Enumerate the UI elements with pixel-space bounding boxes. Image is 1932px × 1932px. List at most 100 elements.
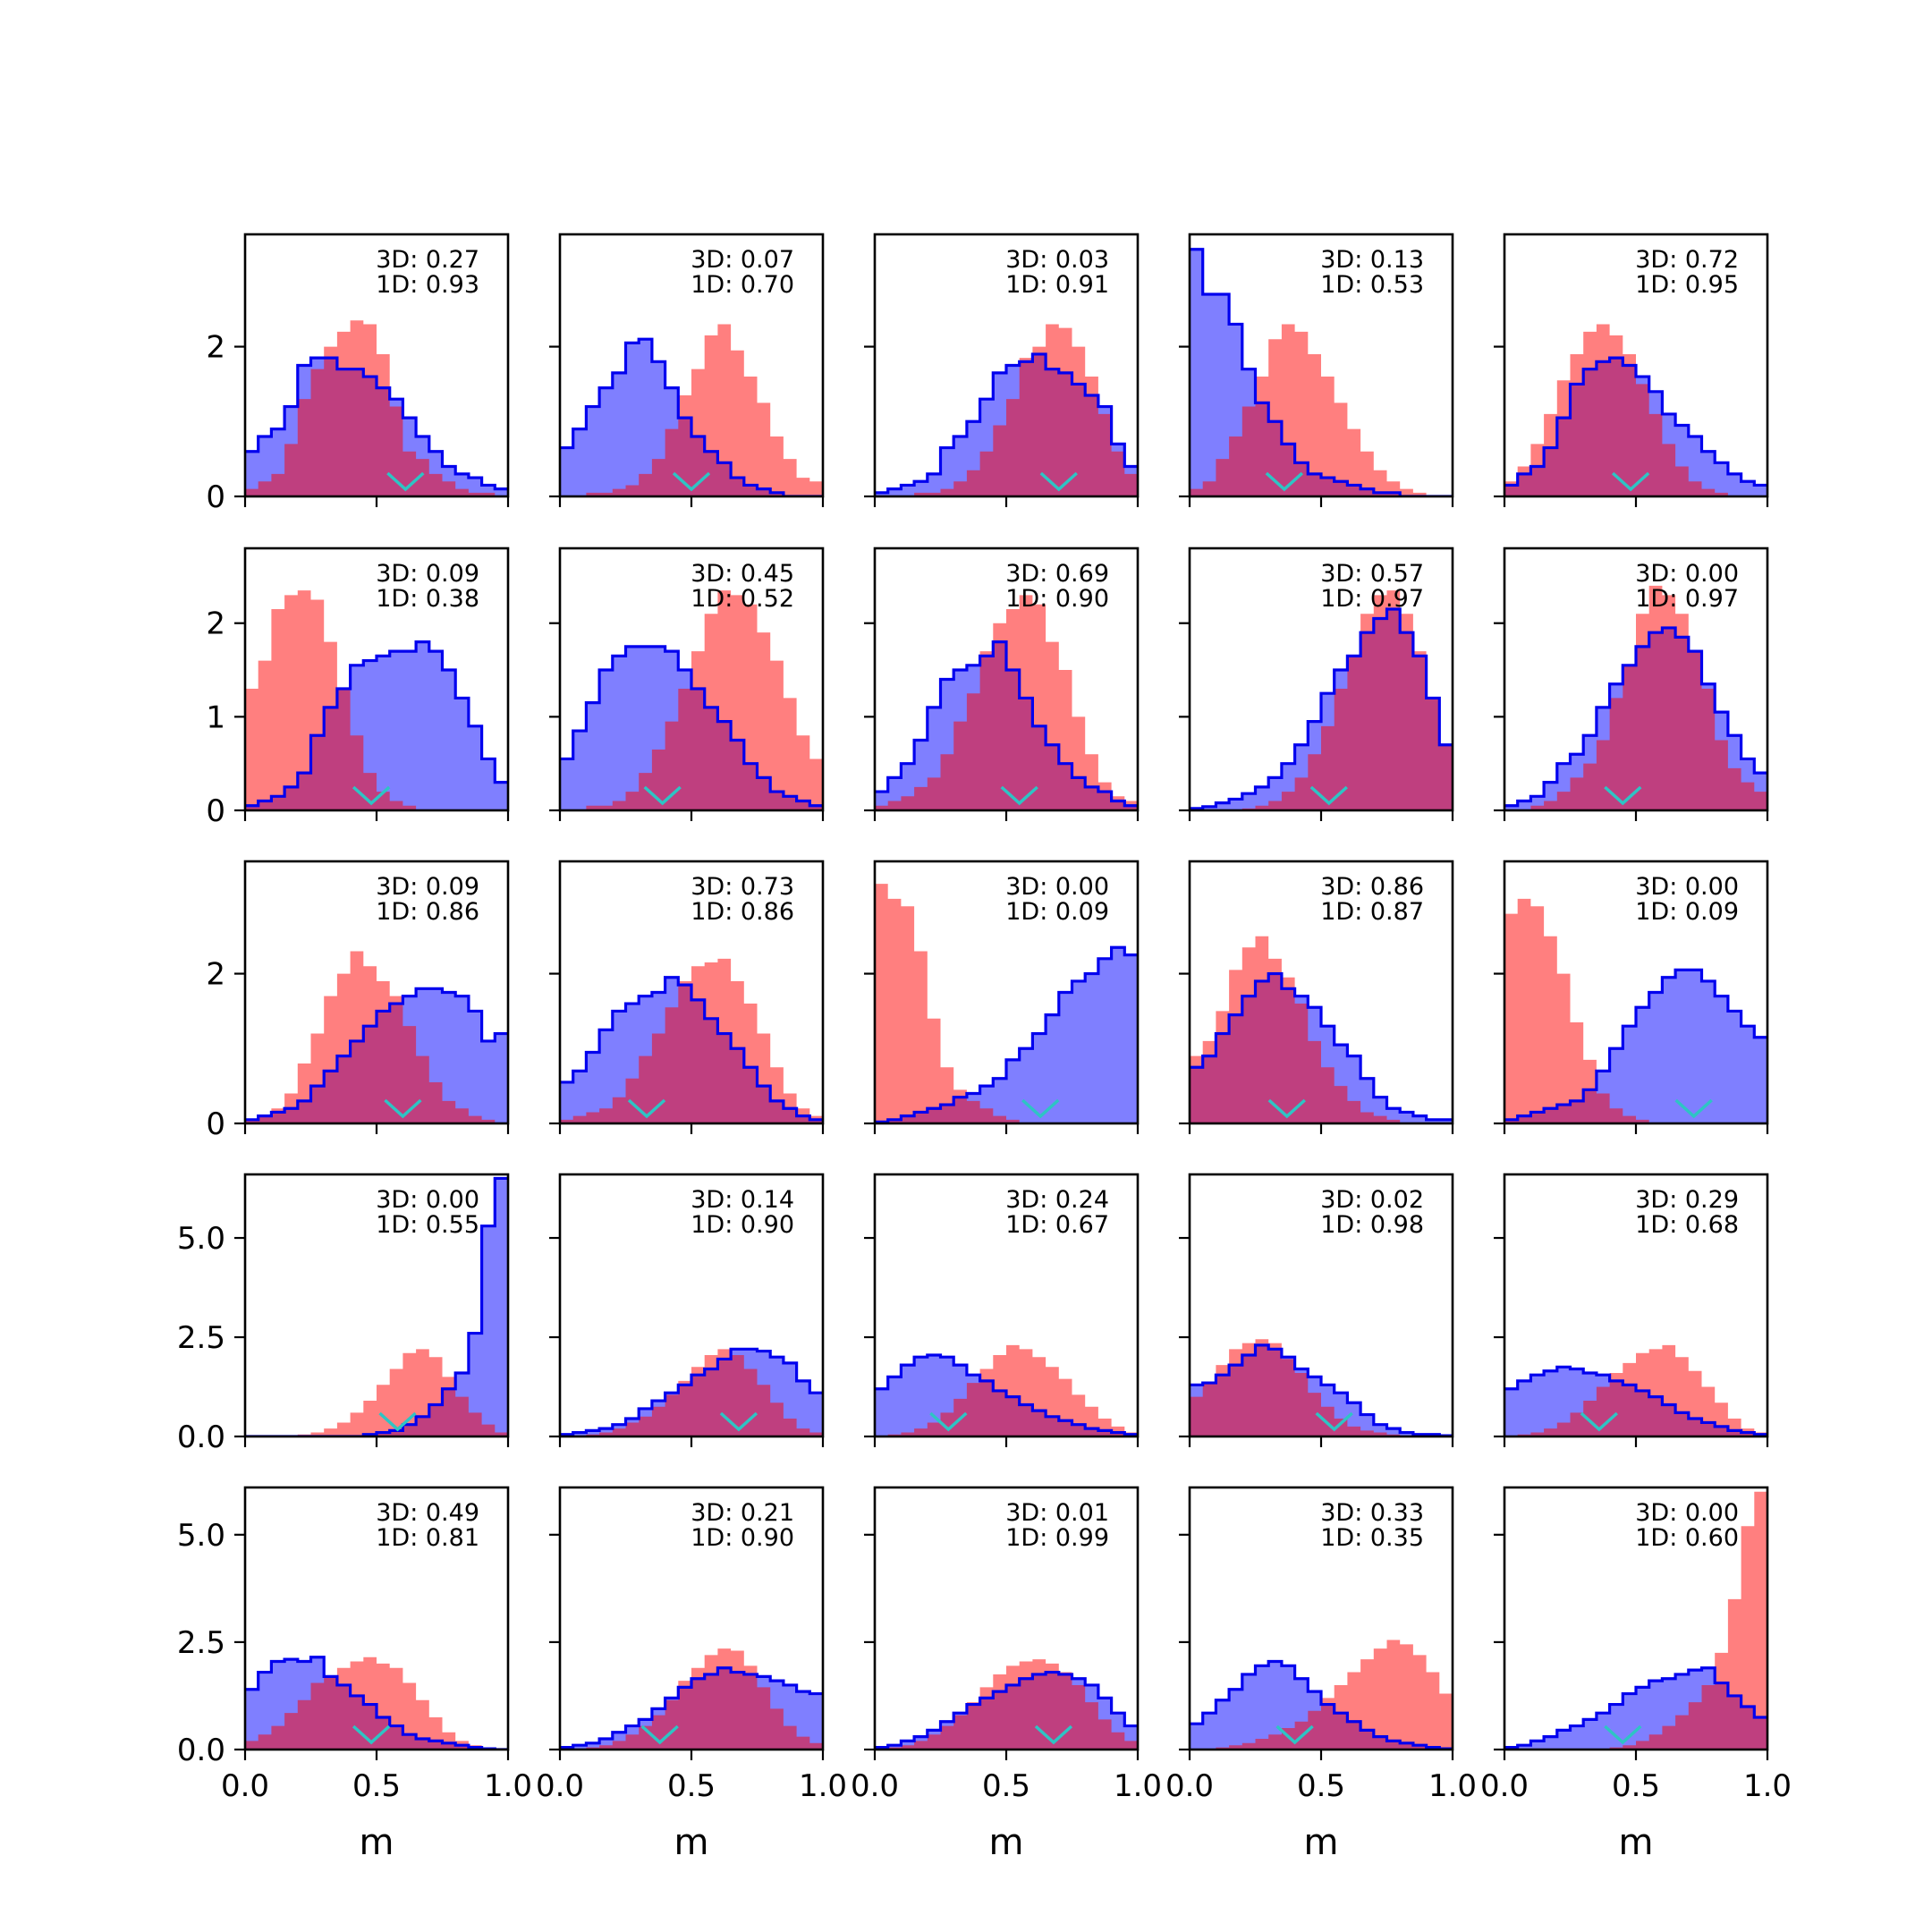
panel-plot [875,884,1138,1123]
panel-plot [560,590,823,810]
blue-histogram-outline [1504,968,1767,1122]
annotation-3d: 3D: 0.00 [1635,560,1739,588]
panel-plot [1190,248,1453,496]
annotation-3d: 3D: 0.13 [1320,246,1424,274]
annotation-1d: 1D: 0.90 [1005,585,1109,613]
red-histogram-fill [560,590,823,810]
x-axis-label: m [1619,1822,1654,1863]
blue-histogram-outline [875,352,1138,495]
annotation-1d: 1D: 0.67 [1005,1211,1109,1239]
estimate-marker [719,1411,758,1432]
red-histogram-fill [1190,324,1453,496]
annotation-3d: 3D: 0.14 [691,1186,794,1214]
x-tick-label: 0.5 [1297,1768,1345,1804]
annotation-1d: 1D: 0.52 [691,585,794,613]
panel-plot [1190,936,1453,1123]
annotation-3d: 3D: 0.07 [691,246,794,274]
panel-plot [875,1344,1138,1436]
x-tick-label: 0.0 [851,1768,899,1804]
blue-histogram-outline [875,1670,1138,1750]
estimate-marker [1604,1724,1642,1745]
blue-histogram-outline [560,645,823,808]
panel-plot [1190,1339,1453,1436]
red-histogram-fill [1504,898,1767,1123]
estimate-marker [1039,471,1078,492]
y-tick-label: 2.5 [177,1320,225,1356]
y-tick-label: 2 [206,330,225,366]
estimate-marker [1604,785,1642,806]
estimate-marker [929,1411,968,1432]
annotation-3d: 3D: 0.09 [376,560,479,588]
red-histogram-fill [875,884,1138,1123]
panel-plot [875,595,1138,810]
estimate-marker [352,785,391,806]
blue-histogram-outline [1190,971,1453,1122]
estimate-marker [1000,785,1038,806]
annotation-3d: 3D: 0.02 [1320,1186,1424,1214]
x-tick-label: 1.0 [1114,1768,1162,1804]
y-tick-label: 0 [206,1106,225,1142]
red-histogram-fill [245,951,508,1123]
red-histogram-fill [560,324,823,496]
estimate-marker [1674,1098,1713,1119]
red-histogram-fill [875,324,1138,496]
panel-plot [875,1659,1138,1750]
panel-plot [1190,590,1453,810]
estimate-marker [384,1098,422,1119]
annotation-1d: 1D: 0.91 [1005,271,1109,299]
x-tick-label: 0.5 [667,1768,716,1804]
x-tick-label: 1.0 [1743,1768,1792,1804]
blue-histogram-outline [1190,1343,1453,1436]
annotation-3d: 3D: 0.00 [1005,873,1109,901]
annotation-3d: 3D: 0.00 [1635,873,1739,901]
red-histogram-fill [875,595,1138,810]
annotation-3d: 3D: 0.01 [1005,1499,1109,1527]
y-tick-label: 1 [206,699,225,735]
y-tick-label: 5.0 [177,1518,225,1554]
red-histogram-fill [1190,590,1453,810]
estimate-marker [1021,1098,1060,1119]
annotation-1d: 1D: 0.68 [1635,1211,1739,1239]
panel-plot [245,1656,508,1750]
panel-plot [1504,585,1767,810]
blue-histogram-outline [1504,356,1767,487]
annotation-1d: 1D: 0.35 [1320,1524,1424,1552]
panel-plot [245,320,508,496]
blue-histogram-outline [1504,1666,1767,1750]
x-axis-label: m [989,1822,1024,1863]
annotation-3d: 3D: 0.09 [376,873,479,901]
panel-plot [560,958,823,1123]
x-tick-label: 1.0 [799,1768,847,1804]
panel-plot [1504,1491,1767,1750]
red-histogram-fill [1504,1491,1767,1750]
panel-plot [1504,1344,1767,1436]
blue-histogram-outline [875,945,1138,1123]
annotation-1d: 1D: 0.09 [1635,898,1739,926]
estimate-marker [386,471,425,492]
annotation-3d: 3D: 0.24 [1005,1186,1109,1214]
blue-histogram-outline [560,1347,823,1436]
annotation-3d: 3D: 0.00 [1635,1499,1739,1527]
annotation-1d: 1D: 0.97 [1635,585,1739,613]
panel-plot [245,1176,508,1436]
estimate-marker [378,1411,417,1432]
estimate-marker [1309,785,1348,806]
annotation-1d: 1D: 0.55 [376,1211,479,1239]
annotation-1d: 1D: 0.99 [1005,1524,1109,1552]
y-tick-label: 2 [206,606,225,642]
